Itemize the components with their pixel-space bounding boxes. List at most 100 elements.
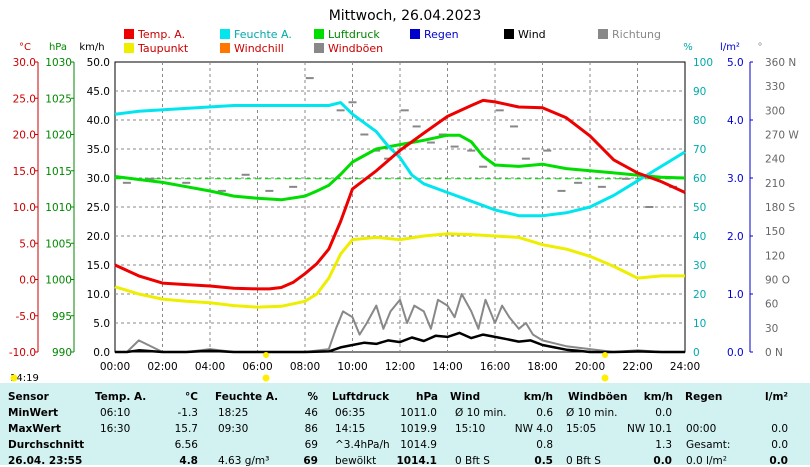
tick-label-rain: 2.0 (727, 231, 744, 243)
table-header: Luftdruck (332, 391, 390, 403)
x-tick-label: 10:00 (337, 361, 367, 373)
tick-label-hum: 100 (693, 57, 713, 69)
legend-label: Temp. A. (137, 28, 185, 41)
tick-label-temp: 20.0 (13, 130, 36, 142)
series-line-luftdruck (114, 133, 686, 202)
sun-marker-axis (602, 352, 608, 358)
table-cell: 0.0 (655, 407, 672, 419)
legend-swatch (598, 29, 608, 39)
table-cell: NW 4.0 (514, 423, 553, 435)
weather-chart: Mittwoch, 26.04.2023 Temp. A. Feuchte A. L… (9, 8, 800, 383)
tick-label-press: 1005 (45, 238, 72, 250)
direction-point (360, 133, 369, 136)
legend-label: Feuchte A. (234, 28, 292, 41)
tick-label-temp: 30.0 (13, 57, 36, 69)
table-cell: 15.7 (174, 423, 198, 435)
table-cell: 69 (304, 439, 318, 451)
legend-swatch (124, 29, 134, 39)
tick-label-rain: 0.0 (727, 347, 744, 359)
direction-point (348, 101, 357, 104)
tick-label-wind: 20.0 (87, 231, 110, 243)
tick-label-dir: 240 (765, 154, 785, 166)
tick-label-wind: 30.0 (87, 173, 110, 185)
direction-point (543, 149, 552, 152)
direction-point (510, 125, 518, 128)
x-tick-label: 00:00 (100, 361, 130, 373)
tick-label-press: 1020 (45, 130, 72, 142)
x-tick-label: 06:00 (242, 361, 272, 373)
table-cell: 0.5 (534, 455, 553, 467)
table-cell: 0.6 (536, 407, 553, 419)
legend-label: Wind (518, 28, 546, 41)
table-cell: 0.8 (536, 439, 553, 451)
legend-swatch (220, 43, 230, 53)
tick-label-hum: 30 (693, 260, 706, 272)
direction-point (521, 157, 530, 160)
legend-label: Windböen (328, 42, 383, 55)
table-cell: NW 10.1 (627, 423, 672, 435)
tick-label-press: 1015 (45, 166, 72, 178)
table-cell: 0.0 (653, 455, 672, 467)
table-cell: 1011.0 (400, 407, 437, 419)
tick-label-temp: 25.0 (13, 93, 36, 105)
sun-marker (10, 374, 18, 382)
table-cell: 14:15 (335, 423, 366, 435)
legend-swatch (220, 29, 230, 39)
tick-label-rain: 4.0 (727, 115, 744, 127)
legend-label: Regen (424, 28, 459, 41)
table-cell: 46 (304, 407, 318, 419)
time-markers: 14:19 (10, 352, 609, 383)
legend: Temp. A. Feuchte A. Luftdruck Regen Wind Rich… (124, 28, 661, 55)
tick-label-rain: 1.0 (727, 289, 744, 301)
direction-point (438, 133, 447, 136)
x-tick-label: 04:00 (195, 361, 225, 373)
table-header: Wind (450, 391, 481, 403)
table-header-unit: % (307, 391, 318, 403)
tick-label-hum: 0 (693, 347, 700, 359)
table-cell: -1.3 (177, 407, 199, 419)
sun-marker-axis (263, 352, 269, 358)
table-header-unit: hPa (416, 391, 438, 403)
axis-header: hPa (49, 42, 67, 53)
table-header: Sensor (8, 391, 49, 403)
table-cell: 86 (304, 423, 318, 435)
tick-label-dir: 360 N (765, 57, 796, 69)
table-row-label: MaxWert (8, 423, 61, 435)
direction-point (412, 125, 421, 128)
tick-label-temp: 10.0 (13, 202, 36, 214)
legend-label: Luftdruck (328, 28, 380, 41)
series-line-feuchte-a- (114, 101, 686, 218)
table-row-label: MinWert (8, 407, 59, 419)
series-line-temp-a- (114, 98, 686, 291)
tick-label-hum: 60 (693, 173, 706, 185)
x-tick-label: 18:00 (527, 361, 557, 373)
sun-marker (601, 374, 609, 382)
tick-label-dir: 0 N (765, 347, 783, 359)
table-cell: 4.63 g/m³ (218, 455, 270, 467)
direction-point (450, 145, 459, 148)
direction-point (182, 181, 191, 184)
tick-label-dir: 180 S (765, 202, 795, 214)
x-tick-label: 22:00 (622, 361, 652, 373)
tick-label-temp: 0.0 (19, 275, 36, 287)
table-cell: 16:30 (100, 423, 131, 435)
direction-point (336, 109, 345, 112)
direction-point (645, 206, 654, 208)
tick-label-press: 1000 (45, 275, 72, 287)
tick-label-dir: 270 W (765, 130, 799, 142)
table-header-unit: l/m² (765, 391, 788, 403)
legend-label: Richtung (612, 28, 661, 41)
table-cell: 06:35 (335, 407, 366, 419)
tick-label-press: 995 (52, 311, 72, 323)
tick-label-rain: 3.0 (727, 173, 744, 185)
legend-swatch (410, 29, 420, 39)
table-header: Feuchte A. (215, 391, 279, 403)
direction-point (400, 109, 409, 112)
table-cell: 09:30 (218, 423, 249, 435)
table-cell: 0 Bft S (566, 455, 601, 467)
tick-label-temp: 5.0 (19, 238, 36, 250)
table-cell: 06:10 (100, 407, 131, 419)
table-header: Windböen (568, 391, 628, 403)
tick-label-wind: 50.0 (87, 57, 110, 69)
axis-header: % (683, 42, 693, 53)
